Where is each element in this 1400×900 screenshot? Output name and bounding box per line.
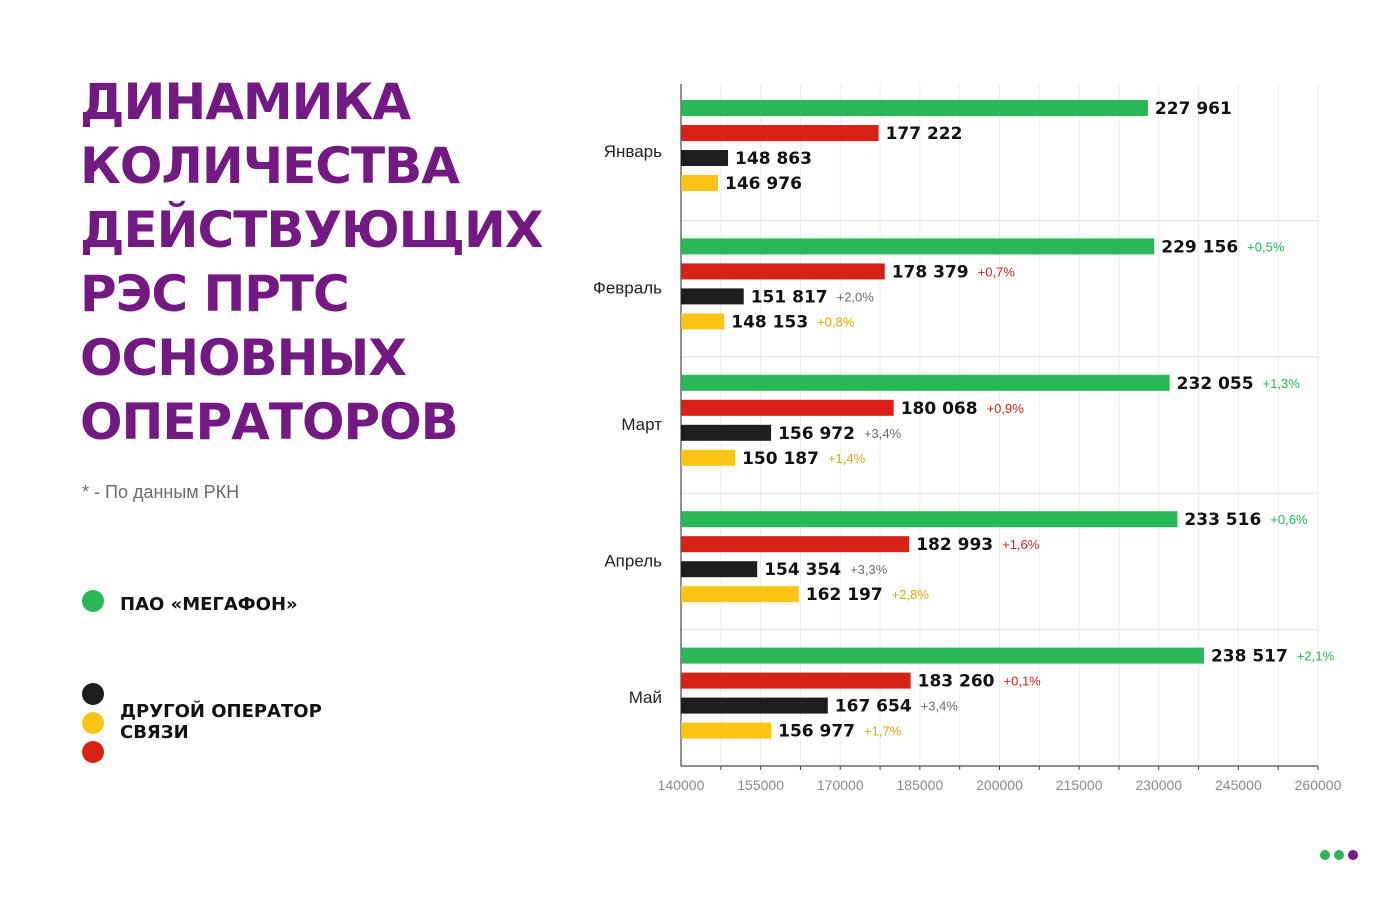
bar xyxy=(681,424,772,441)
x-tick-label: 140000 xyxy=(658,777,705,793)
bar xyxy=(681,175,719,191)
data-label: 233 516 xyxy=(1184,510,1261,530)
data-label: 232 055 xyxy=(1177,374,1254,394)
legend-megafon-label: ПАО «МЕГАФОН» xyxy=(120,594,298,615)
bar xyxy=(681,449,736,466)
data-label: 150 187 xyxy=(742,449,819,469)
bar xyxy=(681,263,885,280)
change-label: +0,6% xyxy=(1270,512,1308,527)
bar xyxy=(681,536,910,553)
x-tick-label: 260000 xyxy=(1295,777,1342,793)
bar xyxy=(681,150,729,166)
change-label: +0,1% xyxy=(1004,674,1042,689)
bar xyxy=(681,586,799,603)
bar xyxy=(681,722,772,739)
x-tick-label: 170000 xyxy=(817,777,864,793)
brand-dot xyxy=(1320,850,1330,860)
data-label: 167 654 xyxy=(835,697,912,717)
data-label: 182 993 xyxy=(916,535,993,555)
legend-red-dot xyxy=(82,741,104,763)
bar xyxy=(681,697,828,714)
data-label: 151 817 xyxy=(751,287,828,307)
data-label: 156 977 xyxy=(778,722,855,742)
data-label: 148 863 xyxy=(735,149,812,169)
change-label: +2,8% xyxy=(892,587,930,602)
change-label: +3,3% xyxy=(850,562,888,577)
legend-megafon-dot xyxy=(82,590,104,612)
change-label: +0,9% xyxy=(987,401,1025,416)
legend-black-dot xyxy=(82,683,104,705)
bar xyxy=(681,100,1148,116)
category-label: Апрель xyxy=(604,551,662,570)
change-label: +1,4% xyxy=(828,451,866,466)
title-line: РЭС ПРТС xyxy=(80,265,350,323)
x-tick-label: 200000 xyxy=(976,777,1023,793)
data-label: 180 068 xyxy=(901,399,978,419)
category-label: Март xyxy=(621,415,662,434)
data-label: 178 379 xyxy=(892,262,969,282)
title-line: ОСНОВНЫХ xyxy=(80,329,407,387)
change-label: +0,7% xyxy=(978,264,1016,279)
data-label: 156 972 xyxy=(778,424,855,444)
x-tick-label: 230000 xyxy=(1135,777,1182,793)
data-label: 154 354 xyxy=(764,560,841,580)
change-label: +2,1% xyxy=(1297,649,1335,664)
x-tick-label: 185000 xyxy=(897,777,944,793)
change-label: +3,4% xyxy=(921,699,959,714)
change-label: +2,0% xyxy=(837,289,875,304)
title-line: ДИНАМИКА xyxy=(80,73,411,131)
title-line: ДЕЙСТВУЮЩИХ xyxy=(80,201,543,259)
data-label: 146 976 xyxy=(725,174,802,194)
change-label: +1,7% xyxy=(864,724,902,739)
data-label: 162 197 xyxy=(806,585,883,605)
legend-others-line2: СВЯЗИ xyxy=(120,722,189,743)
bar xyxy=(681,313,725,330)
data-label: 183 260 xyxy=(918,672,995,692)
category-label: Май xyxy=(629,688,662,707)
bar xyxy=(681,647,1204,664)
change-label: +0,8% xyxy=(817,314,855,329)
x-tick-label: 155000 xyxy=(737,777,784,793)
bar xyxy=(681,399,894,416)
x-tick-label: 245000 xyxy=(1215,777,1262,793)
legend-yellow-dot xyxy=(82,712,104,734)
bar xyxy=(681,672,911,689)
category-label: Февраль xyxy=(593,279,662,298)
bar xyxy=(681,238,1155,255)
brand-dot xyxy=(1334,850,1344,860)
data-label: 229 156 xyxy=(1161,237,1238,257)
title-line: ОПЕРАТОРОВ xyxy=(80,393,459,451)
brand-dot xyxy=(1348,850,1358,860)
change-label: +1,3% xyxy=(1263,376,1301,391)
legend-others-label: ДРУГОЙ ОПЕРАТОР СВЯЗИ xyxy=(120,701,322,743)
change-label: +3,4% xyxy=(864,426,902,441)
bar xyxy=(681,288,744,305)
x-tick-label: 215000 xyxy=(1056,777,1103,793)
bar xyxy=(681,511,1178,528)
data-label: 227 961 xyxy=(1155,99,1232,119)
data-label: 177 222 xyxy=(886,124,963,144)
bar xyxy=(681,125,879,141)
bar xyxy=(681,374,1170,391)
source-footnote: * - По данным РКН xyxy=(82,482,240,502)
page-title: ДИНАМИКА КОЛИЧЕСТВА ДЕЙСТВУЮЩИХ РЭС ПРТС… xyxy=(80,70,550,454)
data-label: 148 153 xyxy=(731,312,808,332)
legend-others-line1: ДРУГОЙ ОПЕРАТОР xyxy=(120,701,322,722)
category-label: Январь xyxy=(604,142,662,161)
title-line: КОЛИЧЕСТВА xyxy=(80,137,460,195)
bar xyxy=(681,561,758,578)
data-label: 238 517 xyxy=(1211,647,1288,667)
change-label: +0,5% xyxy=(1247,239,1285,254)
change-label: +1,6% xyxy=(1002,537,1040,552)
